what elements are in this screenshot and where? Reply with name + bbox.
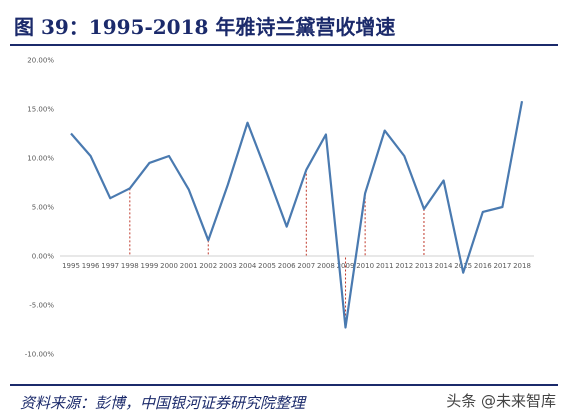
x-tick-label: 1996: [82, 262, 100, 270]
y-tick-label: -5.00%: [29, 302, 54, 310]
x-tick-label: 1995: [62, 262, 80, 270]
x-tick-label: 2009: [337, 262, 355, 270]
x-tick-label: 1998: [121, 262, 139, 270]
x-tick-label: 2011: [376, 262, 394, 270]
x-tick-label: 2000: [160, 262, 178, 270]
x-tick-label: 2005: [258, 262, 276, 270]
y-tick-label: 15.00%: [27, 106, 54, 114]
x-tick-label: 2012: [395, 262, 413, 270]
x-tick-label: 2017: [493, 262, 511, 270]
watermark: 头条 @未来智库: [444, 390, 558, 411]
series-line: [70, 100, 524, 329]
x-tick-label: 2001: [180, 262, 198, 270]
x-tick-label: 2010: [356, 262, 374, 270]
event-markers: [129, 169, 425, 328]
footer-divider: [10, 384, 558, 386]
y-tick-label: 5.00%: [32, 204, 55, 212]
x-tick-label: 2013: [415, 262, 433, 270]
x-tick-label: 2006: [278, 262, 296, 270]
x-tick-label: 2008: [317, 262, 335, 270]
y-tick-label: 0.00%: [32, 253, 55, 261]
x-tick-label: 2004: [239, 262, 257, 270]
x-tick-label: 1999: [141, 262, 159, 270]
title-divider: [10, 44, 558, 46]
x-tick-label: 2003: [219, 262, 237, 270]
y-tick-label: 20.00%: [27, 57, 54, 65]
revenue-growth-line-chart: -10.00% -5.00% 0.00% 5.00% 10.00% 15.00% 20.00…: [25, 57, 534, 359]
y-tick-label: 10.00%: [27, 155, 54, 163]
x-tick-label: 2016: [474, 262, 492, 270]
x-axis: 1995 1996 1997 1998 1999 2000 2001 2002 2003 2004…: [62, 262, 531, 270]
x-tick-label: 2007: [297, 262, 315, 270]
chart-title: 图 39：1995-2018 年雅诗兰黛营收增速: [14, 15, 396, 39]
x-tick-label: 1997: [101, 262, 119, 270]
x-tick-label: 2014: [435, 262, 453, 270]
x-tick-label: 2015: [454, 262, 472, 270]
x-tick-label: 2018: [513, 262, 531, 270]
source-note: 资料来源：彭博，中国银河证券研究院整理: [20, 394, 306, 412]
y-tick-label: -10.00%: [25, 351, 55, 359]
y-axis: -10.00% -5.00% 0.00% 5.00% 10.00% 15.00% 20.00…: [25, 57, 55, 359]
x-tick-label: 2002: [199, 262, 217, 270]
